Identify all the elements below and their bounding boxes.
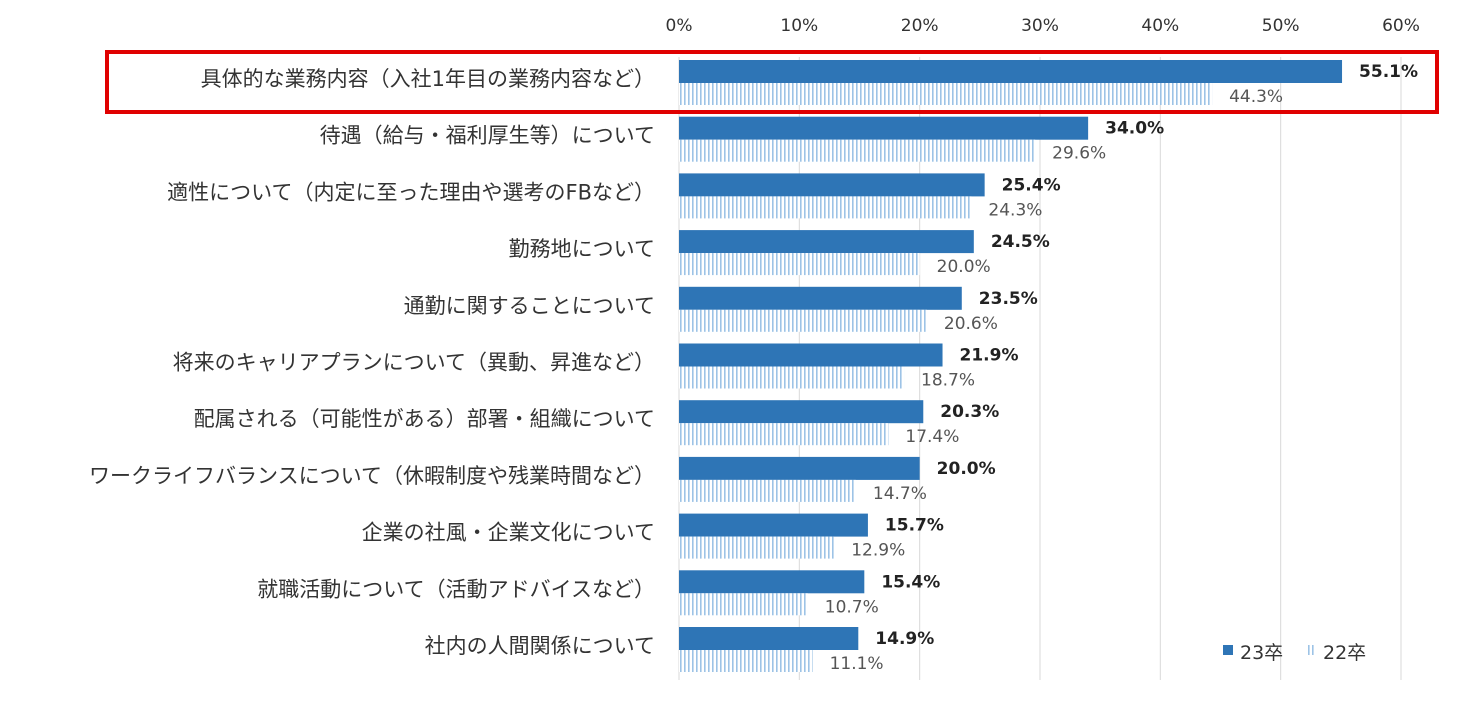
- bar-23: [679, 570, 865, 594]
- bar-22: [679, 536, 835, 559]
- data-label-22: 29.6%: [1052, 144, 1106, 164]
- category-label: 企業の社風・企業文化について: [362, 521, 655, 545]
- data-label-23: 20.3%: [940, 402, 999, 422]
- bar-22: [679, 593, 808, 616]
- bar-22: [679, 139, 1036, 162]
- data-label-23: 21.9%: [960, 346, 1019, 366]
- bar-23: [679, 513, 868, 537]
- bar-22: [679, 366, 905, 389]
- data-label-22: 17.4%: [905, 427, 959, 447]
- highlight-box: [105, 50, 1439, 114]
- data-label-22: 20.0%: [937, 257, 991, 277]
- bar-22: [679, 309, 927, 332]
- bar-23: [679, 400, 924, 424]
- x-tick-label: 60%: [1382, 16, 1420, 36]
- bar-22: [679, 650, 813, 672]
- data-label-23: 24.5%: [991, 232, 1050, 252]
- highlight-box-rect: [105, 50, 1439, 114]
- category-label: 待遇（給与・福利厚生等）について: [320, 124, 655, 148]
- data-labels: 55.1%44.3%34.0%29.6%25.4%24.3%24.5%20.0%…: [825, 62, 1418, 674]
- bar-22: [679, 83, 1213, 105]
- bar-23: [679, 343, 943, 367]
- category-label: 勤務地について: [509, 237, 655, 261]
- category-label: 通勤に関することについて: [404, 294, 655, 318]
- bar-23: [679, 286, 962, 310]
- data-label-22: 24.3%: [988, 200, 1042, 220]
- category-label: 就職活動について（活動アドバイスなど）: [257, 577, 655, 601]
- category-label: 社内の人間関係について: [425, 634, 655, 658]
- data-label-23: 14.9%: [875, 629, 934, 649]
- data-label-22: 12.9%: [851, 541, 905, 561]
- legend-swatch-22: [1306, 645, 1316, 655]
- x-tick-label: 10%: [780, 16, 818, 36]
- x-tick-label: 30%: [1021, 16, 1059, 36]
- bar-23: [679, 116, 1089, 140]
- bar-23: [679, 173, 985, 197]
- data-label-22: 11.1%: [830, 654, 884, 674]
- category-label: 将来のキャリアプランについて（異動、昇進など）: [173, 351, 655, 375]
- data-label-22: 10.7%: [825, 597, 879, 617]
- category-label: 具体的な業務内容（入社1年目の業務内容など）: [201, 67, 655, 91]
- bars: [679, 60, 1343, 672]
- data-label-22: 20.6%: [944, 314, 998, 334]
- category-label: 適性について（内定に至った理由や選考のFBなど）: [167, 180, 655, 204]
- data-label-22: 44.3%: [1229, 87, 1283, 107]
- x-tick-label: 20%: [901, 16, 939, 36]
- legend: 23卒 22卒: [1223, 642, 1366, 664]
- x-tick-label: 0%: [666, 16, 693, 36]
- data-label-23: 34.0%: [1105, 119, 1164, 139]
- bar-22: [679, 423, 889, 446]
- bar-23: [679, 456, 920, 480]
- data-label-23: 55.1%: [1359, 62, 1418, 82]
- bar-23: [679, 60, 1343, 83]
- bar-22: [679, 196, 972, 219]
- data-label-23: 23.5%: [979, 289, 1038, 309]
- category-label: ワークライフバランスについて（休暇制度や残業時間など）: [89, 464, 655, 488]
- x-tick-label: 40%: [1141, 16, 1179, 36]
- legend-label-22: 22卒: [1323, 642, 1366, 664]
- category-label: 配属される（可能性がある）部署・組織について: [194, 407, 655, 431]
- bar-23: [679, 230, 974, 254]
- data-label-22: 18.7%: [921, 371, 975, 391]
- category-labels: 具体的な業務内容（入社1年目の業務内容など） 待遇（給与・福利厚生等）について適性…: [89, 67, 655, 658]
- bar-22: [679, 479, 856, 502]
- x-axis-ticks: 0% 10% 20% 30% 40% 50% 60%: [666, 16, 1420, 36]
- data-label-23: 20.0%: [937, 459, 996, 479]
- data-label-23: 15.7%: [885, 516, 944, 536]
- bar-22: [679, 253, 920, 276]
- x-tick-label: 50%: [1262, 16, 1300, 36]
- data-label-23: 25.4%: [1002, 175, 1061, 195]
- data-label-22: 14.7%: [873, 484, 927, 504]
- data-label-23: 15.4%: [881, 572, 940, 592]
- bar-23: [679, 627, 859, 650]
- legend-swatch-23: [1223, 645, 1233, 655]
- legend-label-23: 23卒: [1240, 642, 1283, 664]
